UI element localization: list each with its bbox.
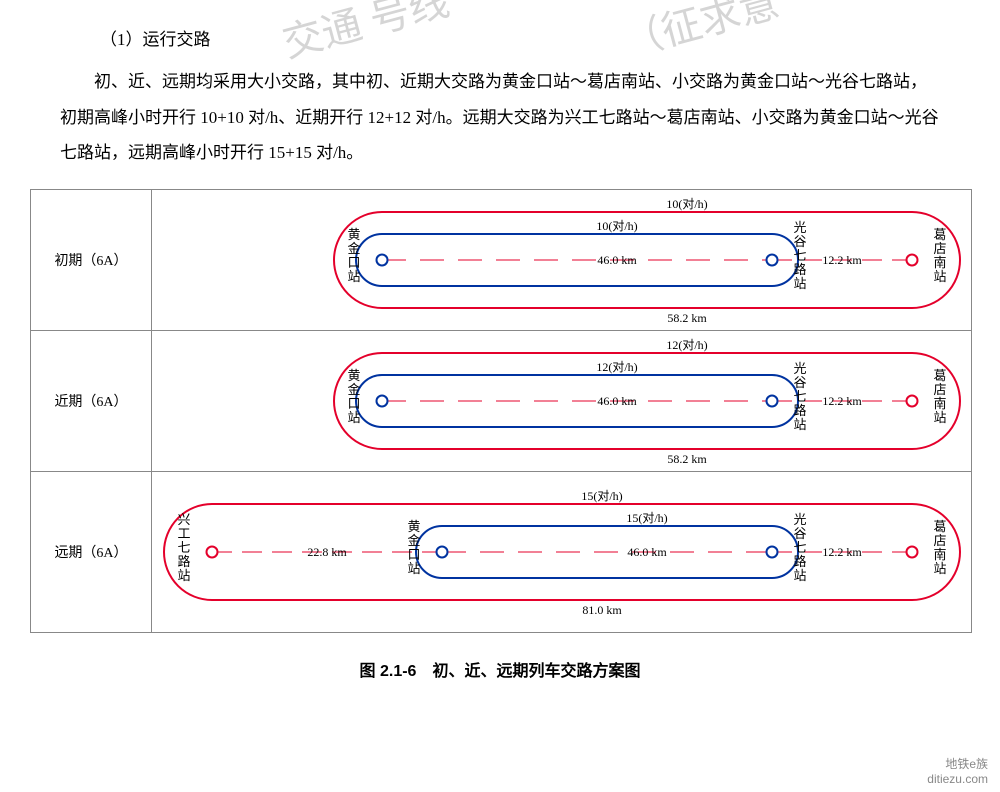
svg-text:10(对/h): 10(对/h) xyxy=(666,197,707,211)
svg-text:谷: 谷 xyxy=(793,375,806,390)
svg-text:七: 七 xyxy=(793,389,806,404)
svg-text:光: 光 xyxy=(793,361,806,376)
svg-text:南: 南 xyxy=(933,396,946,411)
diagram-row: 远期（6A）兴工七路站黄金口站光谷七路站葛店南站15(对/h)15(对/h)46… xyxy=(31,472,971,632)
svg-text:路: 路 xyxy=(793,262,806,277)
svg-text:口: 口 xyxy=(347,255,360,270)
svg-text:黄: 黄 xyxy=(407,519,420,534)
svg-text:路: 路 xyxy=(177,554,190,569)
svg-text:光: 光 xyxy=(793,220,806,235)
svg-text:站: 站 xyxy=(933,269,946,284)
footer-line2: ditiezu.com xyxy=(927,772,988,786)
diagram-row: 初期（6A）黄金口站光谷七路站葛店南站10(对/h)10(对/h)46.0 km… xyxy=(31,190,971,331)
svg-text:葛: 葛 xyxy=(933,227,946,242)
svg-text:谷: 谷 xyxy=(793,526,806,541)
svg-text:58.2 km: 58.2 km xyxy=(667,452,707,466)
svg-text:12.2 km: 12.2 km xyxy=(822,545,862,559)
svg-text:金: 金 xyxy=(347,241,360,256)
svg-text:46.0 km: 46.0 km xyxy=(597,253,637,267)
svg-text:路: 路 xyxy=(793,403,806,418)
svg-text:店: 店 xyxy=(933,533,946,548)
svg-text:七: 七 xyxy=(793,540,806,555)
svg-text:15(对/h): 15(对/h) xyxy=(581,489,622,503)
svg-text:黄: 黄 xyxy=(347,227,360,242)
row-diagram: 黄金口站光谷七路站葛店南站12(对/h)12(对/h)46.0 km58.2 k… xyxy=(152,331,971,471)
svg-text:站: 站 xyxy=(793,276,806,291)
row-diagram: 黄金口站光谷七路站葛店南站10(对/h)10(对/h)46.0 km58.2 k… xyxy=(152,190,971,330)
svg-text:站: 站 xyxy=(793,568,806,583)
svg-text:站: 站 xyxy=(407,561,420,576)
svg-text:金: 金 xyxy=(347,382,360,397)
svg-text:口: 口 xyxy=(407,547,420,562)
svg-text:葛: 葛 xyxy=(933,368,946,383)
row-label: 近期（6A） xyxy=(31,331,152,471)
svg-text:光: 光 xyxy=(793,512,806,527)
svg-text:46.0 km: 46.0 km xyxy=(627,545,667,559)
svg-text:店: 店 xyxy=(933,241,946,256)
diagram-table: 初期（6A）黄金口站光谷七路站葛店南站10(对/h)10(对/h)46.0 km… xyxy=(30,189,972,633)
svg-text:金: 金 xyxy=(407,533,420,548)
svg-text:店: 店 xyxy=(933,382,946,397)
svg-text:12.2 km: 12.2 km xyxy=(822,394,862,408)
svg-text:黄: 黄 xyxy=(347,368,360,383)
svg-text:工: 工 xyxy=(177,526,190,541)
svg-text:南: 南 xyxy=(933,547,946,562)
svg-text:站: 站 xyxy=(347,410,360,425)
row-label: 初期（6A） xyxy=(31,190,152,330)
figure-caption: 图 2.1-6 初、近、远期列车交路方案图 xyxy=(60,657,940,681)
svg-text:站: 站 xyxy=(793,417,806,432)
svg-text:12.2 km: 12.2 km xyxy=(822,253,862,267)
route-svg: 黄金口站光谷七路站葛店南站10(对/h)10(对/h)46.0 km58.2 k… xyxy=(152,190,970,330)
svg-text:口: 口 xyxy=(347,396,360,411)
footer-watermark: 地铁e族 ditiezu.com xyxy=(927,755,988,786)
svg-text:站: 站 xyxy=(347,269,360,284)
section-heading: （1）运行交路 xyxy=(60,25,940,50)
svg-text:15(对/h): 15(对/h) xyxy=(626,511,667,525)
svg-text:58.2 km: 58.2 km xyxy=(667,311,707,325)
svg-text:10(对/h): 10(对/h) xyxy=(596,219,637,233)
svg-text:12(对/h): 12(对/h) xyxy=(666,338,707,352)
footer-line1: 地铁e族 xyxy=(927,755,988,772)
svg-text:谷: 谷 xyxy=(793,234,806,249)
svg-text:七: 七 xyxy=(793,248,806,263)
route-svg: 黄金口站光谷七路站葛店南站12(对/h)12(对/h)46.0 km58.2 k… xyxy=(152,331,970,471)
row-label: 远期（6A） xyxy=(31,472,152,632)
svg-text:81.0 km: 81.0 km xyxy=(582,603,622,617)
svg-text:站: 站 xyxy=(933,561,946,576)
svg-text:路: 路 xyxy=(793,554,806,569)
svg-text:12(对/h): 12(对/h) xyxy=(596,360,637,374)
svg-text:葛: 葛 xyxy=(933,519,946,534)
svg-text:南: 南 xyxy=(933,255,946,270)
route-svg: 兴工七路站黄金口站光谷七路站葛店南站15(对/h)15(对/h)46.0 km8… xyxy=(152,472,970,632)
svg-text:22.8 km: 22.8 km xyxy=(307,545,347,559)
diagram-row: 近期（6A）黄金口站光谷七路站葛店南站12(对/h)12(对/h)46.0 km… xyxy=(31,331,971,472)
row-diagram: 兴工七路站黄金口站光谷七路站葛店南站15(对/h)15(对/h)46.0 km8… xyxy=(152,472,971,632)
svg-text:七: 七 xyxy=(177,540,190,555)
svg-text:46.0 km: 46.0 km xyxy=(597,394,637,408)
svg-text:站: 站 xyxy=(177,568,190,583)
svg-text:兴: 兴 xyxy=(177,512,190,527)
body-paragraph: 初、近、远期均采用大小交路，其中初、近期大交路为黄金口站～葛店南站、小交路为黄金… xyxy=(60,64,940,171)
svg-text:站: 站 xyxy=(933,410,946,425)
